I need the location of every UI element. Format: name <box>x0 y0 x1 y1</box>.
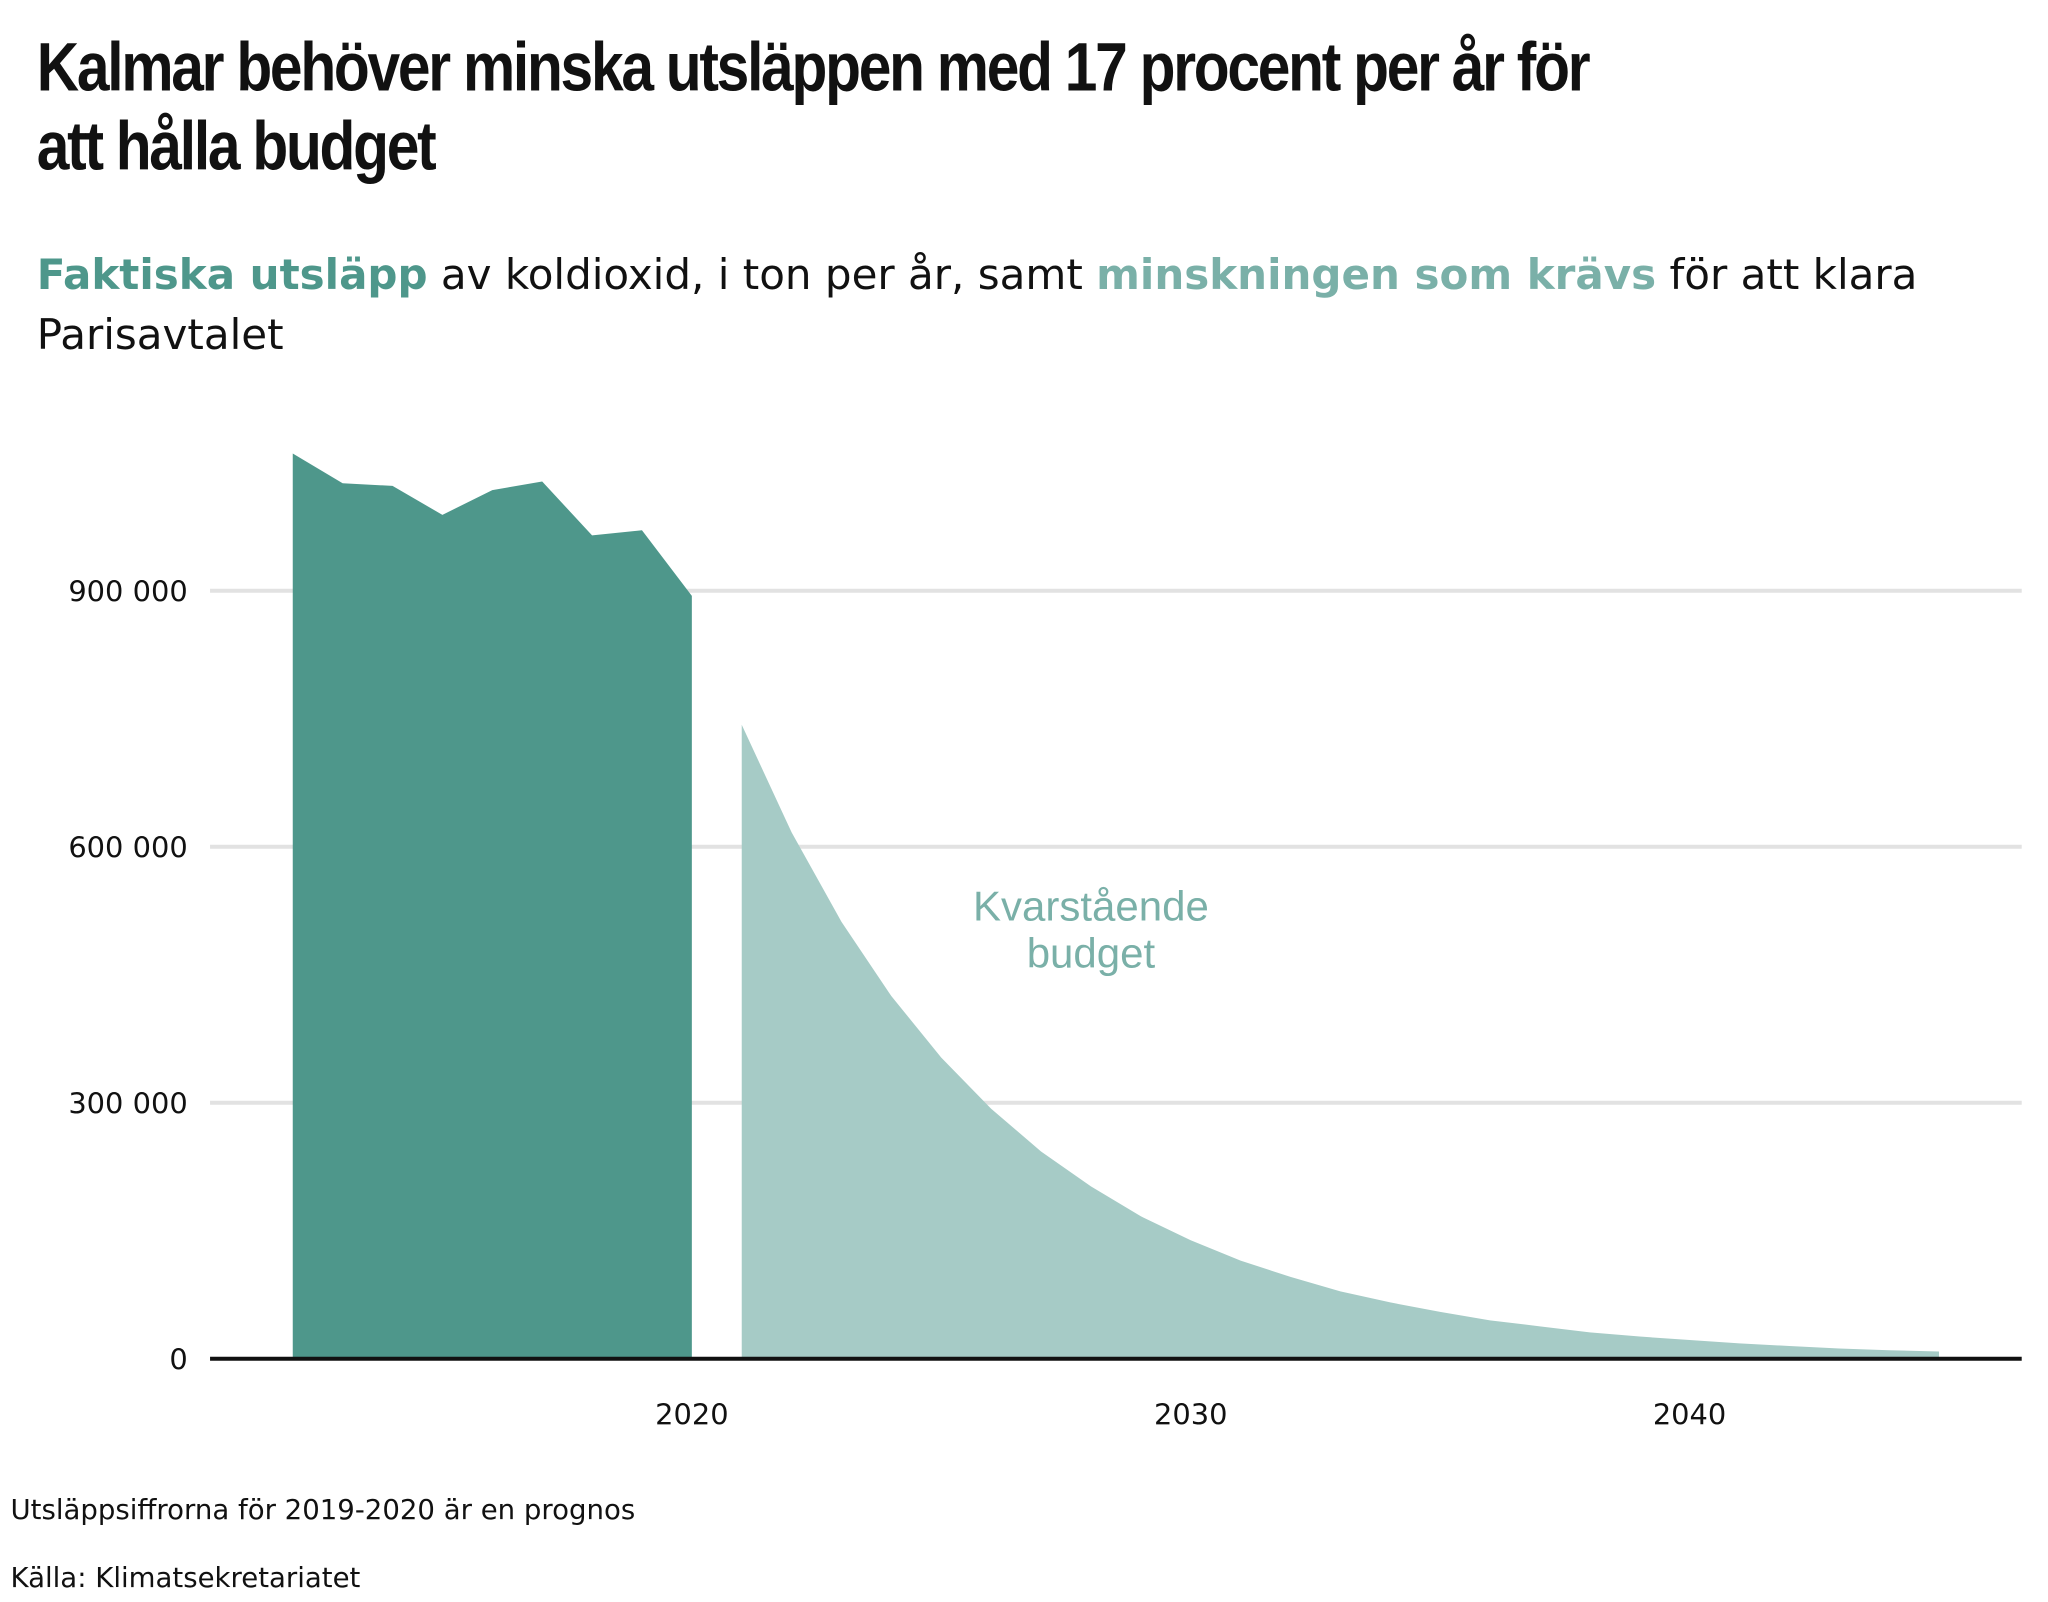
footnote: Utsläppsiffrorna för 2019-2020 är en pro… <box>10 1493 636 1526</box>
x-tick-label: 2020 <box>655 1397 729 1431</box>
subtitle-text-1: av koldioxid, i ton per år, samt <box>427 249 1097 300</box>
source: Källa: Klimatsekretariatet <box>10 1562 361 1594</box>
actual-emissions-area <box>292 453 692 1359</box>
chart-title: Kalmar behöver minska utsläppen med 17 p… <box>36 30 1591 186</box>
subtitle-highlight-budget: minskningen som krävs <box>1096 249 1657 300</box>
subtitle-highlight-actual: Faktiska utsläpp <box>36 249 428 300</box>
x-tick-label: 2040 <box>1653 1397 1727 1431</box>
y-tick-label: 300 000 <box>68 1086 187 1120</box>
y-tick-label: 900 000 <box>68 574 187 608</box>
y-tick-label: 0 <box>169 1342 187 1376</box>
y-tick-label: 600 000 <box>68 830 187 864</box>
subtitle-text-2: för att klara Parisavtalet <box>36 249 1918 360</box>
annotation-line-1: Kvarstående <box>973 882 1209 929</box>
chart-subtitle: Faktiska utsläpp av koldioxid, i ton per… <box>37 244 2006 365</box>
annotation-line-2: budget <box>1027 930 1156 977</box>
remaining-budget-area <box>741 724 1940 1359</box>
x-tick-label: 2030 <box>1154 1397 1228 1431</box>
